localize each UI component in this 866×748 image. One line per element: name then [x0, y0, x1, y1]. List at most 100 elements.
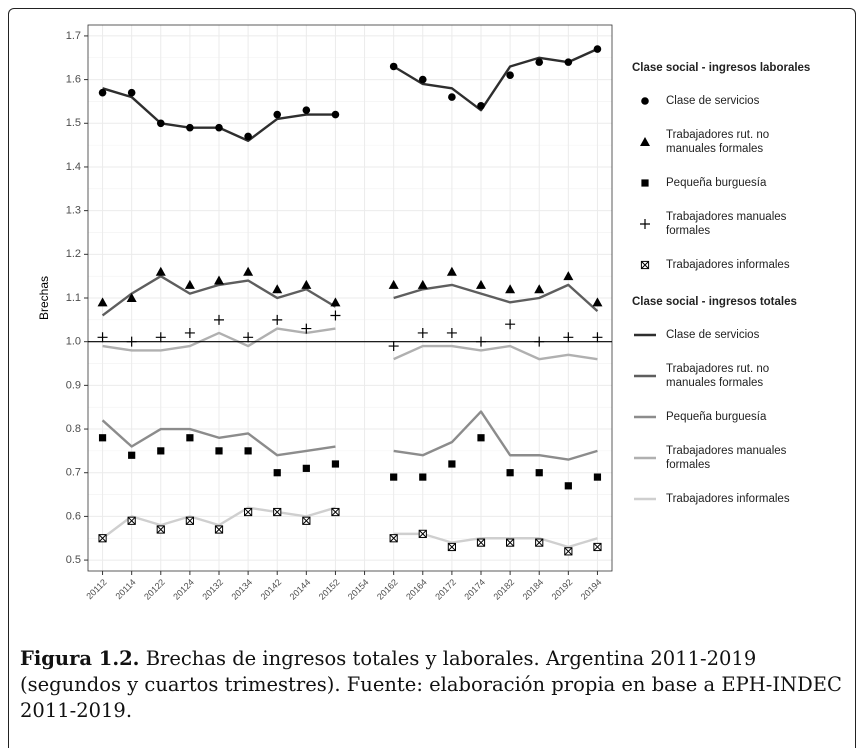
point	[272, 284, 283, 294]
legend-title: Clase social - ingresos totales	[632, 296, 797, 308]
point	[418, 529, 427, 538]
marker-triangle	[301, 279, 312, 289]
marker-square	[564, 482, 572, 490]
point	[215, 123, 223, 132]
point	[244, 447, 252, 455]
point	[506, 538, 515, 547]
marker-square	[98, 434, 107, 442]
legend-key	[640, 219, 650, 229]
x-tick-label: 20122	[142, 577, 167, 602]
marker-plus	[155, 332, 166, 343]
marker-plus	[640, 219, 650, 229]
point	[389, 534, 398, 543]
legend-key	[634, 374, 656, 378]
marker-triangle	[446, 266, 457, 276]
marker-plus	[417, 327, 428, 338]
point	[331, 110, 340, 119]
legend-key	[641, 179, 649, 187]
point	[215, 447, 223, 455]
marker-circle	[302, 106, 311, 114]
figure-frame	[8, 8, 856, 748]
y-tick-label: 0.8	[66, 423, 81, 435]
point	[155, 332, 166, 343]
point	[390, 473, 398, 481]
marker-square	[448, 460, 456, 468]
point	[535, 469, 543, 477]
x-tick-label: 20142	[259, 577, 284, 602]
marker-x	[215, 525, 223, 534]
x-tick-label: 20194	[579, 577, 604, 602]
point	[477, 102, 485, 110]
caption-text: Brechas de ingresos totales y laborales.…	[20, 647, 842, 722]
point	[244, 507, 253, 517]
marker-square	[593, 473, 602, 481]
y-tick-label: 1.2	[66, 248, 81, 260]
legend-label: Trabajadores manuales formales	[666, 445, 787, 471]
point	[273, 469, 281, 477]
point	[564, 547, 573, 556]
point	[417, 327, 428, 338]
point	[505, 319, 516, 330]
marker-circle	[535, 58, 544, 66]
marker-plus	[243, 332, 254, 343]
legend: Clase social - ingresos laborales Clase d…	[632, 58, 852, 526]
point	[418, 75, 427, 84]
y-tick-label: 1.5	[66, 117, 81, 129]
marker-x	[331, 508, 340, 516]
marker-x	[564, 547, 573, 556]
x-tick-label: 20144	[288, 577, 313, 602]
point	[126, 293, 137, 302]
legend-item: Trabajadores manuales formales	[632, 210, 852, 238]
marker-square	[128, 451, 136, 459]
caption: Figura 1.2. Brechas de ingresos totales …	[20, 646, 850, 724]
x-tick-label: 20134	[229, 577, 254, 602]
point	[156, 525, 165, 534]
legend-group: Clase social - ingresos laborales Clase d…	[632, 62, 852, 278]
marker-triangle	[388, 279, 399, 289]
point	[506, 469, 514, 477]
legend-item: Pequeña burguesía	[632, 170, 852, 196]
marker-triangle	[243, 266, 254, 276]
x-tick-label: 20164	[404, 577, 429, 602]
point	[302, 106, 311, 114]
marker-circle	[331, 110, 340, 119]
marker-circle	[156, 119, 165, 128]
legend-label: Pequeña burguesía	[666, 411, 767, 423]
point	[476, 279, 486, 289]
point	[243, 266, 254, 276]
x-tick-label: 20132	[200, 577, 225, 602]
point	[301, 279, 312, 289]
chart: 0.5 0.6 0.7 0.8 0.9 1.0 1.1 1.2 1.3 1.4 1.5 1.6 1.7 2…	[37, 24, 613, 602]
marker-x	[506, 538, 515, 547]
marker-triangle	[417, 279, 428, 289]
y-tick-label: 1.4	[66, 161, 81, 173]
marker-circle	[448, 93, 456, 101]
marker-triangle	[330, 297, 341, 307]
marker-plus	[301, 323, 312, 334]
point	[244, 132, 252, 141]
point	[186, 123, 194, 132]
marker-triangle	[505, 284, 516, 294]
point	[214, 275, 224, 285]
x-tick-label: 20124	[171, 577, 196, 602]
caption-label: Figura 1.2.	[20, 647, 140, 670]
x-tick-label: 20152	[317, 577, 342, 602]
point	[477, 434, 485, 442]
legend-item: Trabajadores rut. no manuales formales	[632, 128, 852, 156]
legend-key	[634, 497, 656, 501]
point	[535, 538, 544, 547]
marker-circle	[127, 88, 136, 97]
y-axis-label: Brechas	[37, 276, 51, 320]
point	[184, 327, 195, 338]
marker-square	[186, 434, 194, 442]
legend-key	[640, 137, 650, 146]
marker-plus	[563, 332, 574, 343]
marker-circle	[98, 88, 107, 97]
marker-triangle	[476, 279, 486, 289]
point	[156, 119, 165, 128]
legend-key	[641, 97, 649, 105]
point	[388, 341, 399, 352]
point	[302, 516, 311, 525]
marker-circle	[389, 62, 398, 71]
